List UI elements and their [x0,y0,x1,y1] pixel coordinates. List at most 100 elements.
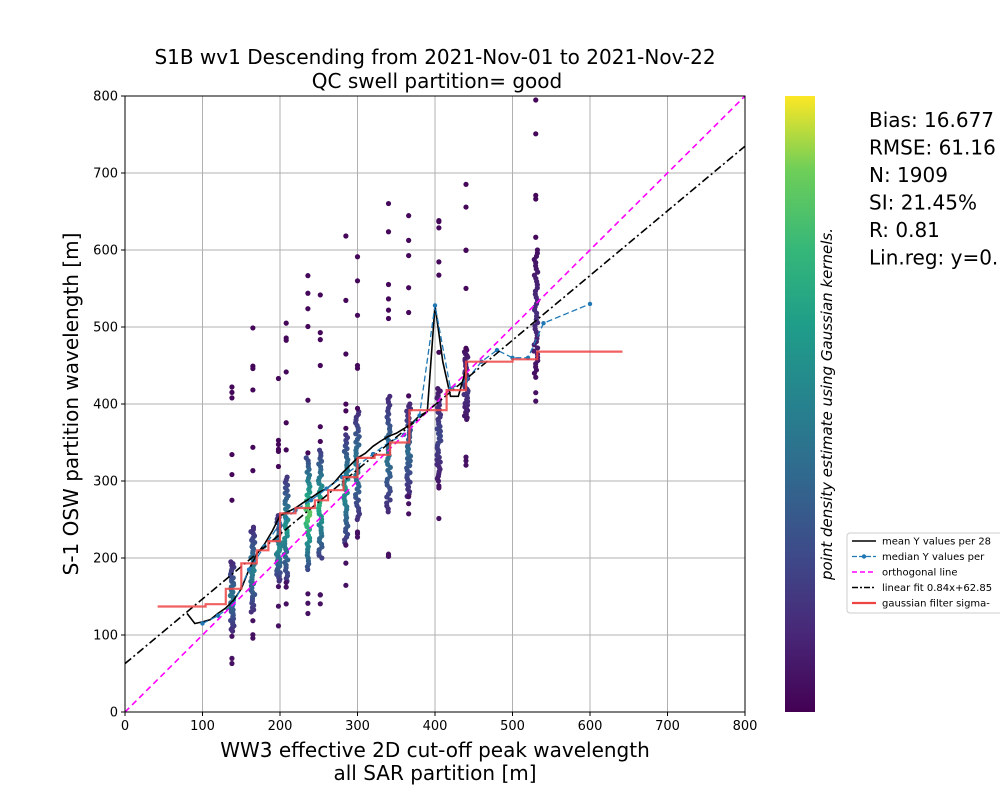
stats-block: Bias: 16.677 RMSE: 61.16 N: 1909 SI: 21.45%… [869,108,998,270]
scatter-point [436,483,442,489]
scatter-point [533,234,539,240]
scatter-point [406,309,412,316]
legend-marker [861,554,867,559]
scatter-point [406,494,412,500]
scatter-point [316,447,323,453]
scatter-point [305,323,311,330]
chart-subtitle: QC swell partition= good [312,69,562,93]
scatter-point [354,312,361,318]
scatter-point [463,181,469,187]
y-tick-label: 700 [93,167,118,182]
scatter-point [436,225,442,231]
scatter-point [406,213,412,219]
scatter-point [385,307,392,313]
x-tick-label: 100 [190,719,215,734]
y-tick-label: 600 [93,244,118,259]
scatter-point [305,591,311,597]
scatter-point [406,237,412,243]
scatter-point [343,582,349,588]
legend-label: gaussian filter sigma- [882,599,990,610]
x-axis-ticks: 0 100 200 300 400 500 600 700 800 [121,712,757,734]
stat-line: R: 0.81 [869,218,940,242]
scatter-point [275,446,282,452]
scatter-point [343,351,349,357]
scatter-point [343,432,349,438]
scatter-point [531,348,537,354]
scatter-point [354,405,361,411]
scatter-point [275,441,282,448]
scatter-point [283,584,289,590]
scatter-point [275,375,282,382]
scatter-point [317,438,323,445]
scatter-points [227,96,541,667]
scatter-point [343,401,349,407]
scatter-point [229,497,235,503]
scatter-point [436,515,442,522]
x-tick-label: 500 [500,719,525,734]
scatter-point [385,296,392,302]
series-lines [125,96,745,712]
scatter-point [283,601,289,607]
scatter-point [229,384,235,390]
scatter-point [305,290,311,296]
scatter-point [305,450,311,456]
series-marker-1 [308,498,314,503]
scatter-point [305,306,311,312]
y-tick-label: 0 [110,706,118,721]
scatter-point [356,433,362,440]
scatter-point [463,204,469,210]
scatter-point [531,272,538,278]
scatter-point [354,534,361,540]
scatter-point [387,393,393,399]
scatter-point [436,259,442,265]
series-marker-1 [246,567,252,572]
stat-line: Lin.reg: y=0. [869,246,998,270]
scatter-point [436,272,442,278]
scatter-point [354,278,361,284]
scatter-point [283,320,289,326]
legend-label: median Y values per [882,552,985,563]
scatter-point [284,474,290,480]
colorbar [785,96,815,712]
x-tick-label: 300 [345,719,370,734]
scatter-point [275,603,282,609]
scatter-point [406,501,412,507]
x-tick-label: 0 [121,719,129,734]
scatter-point [384,500,390,506]
x-tick-label: 200 [268,719,293,734]
scatter-point [317,292,323,298]
scatter-point [406,285,412,291]
scatter-point [305,600,311,606]
scatter-point [250,524,257,530]
scatter-point [533,192,539,199]
scatter-point [275,583,282,590]
stat-line: SI: 21.45% [869,191,977,215]
y-tick-label: 100 [93,629,118,644]
scatter-point [406,393,412,399]
x-tick-label: 700 [655,719,680,734]
scatter-point [435,386,441,392]
scatter-point [229,633,235,639]
scatter-point [317,424,323,430]
scatter-point [385,553,392,559]
scatter-point [317,362,323,369]
scatter-point [283,420,289,426]
legend: mean Y values per 28 median Y values per o… [846,532,1000,614]
scatter-point [463,458,469,464]
scatter-point [229,660,235,667]
scatter-point [534,247,541,253]
scatter-point [343,297,349,303]
scatter-point [250,325,256,331]
x-axis-label-line2: all SAR partition [m] [333,761,536,785]
scatter-point [463,462,469,468]
scatter-point [385,200,392,207]
scatter-point [406,252,412,259]
scatter-point [283,579,289,586]
scatter-point [305,273,311,279]
scatter-point [275,463,282,470]
scatter-point [463,345,469,351]
stat-line: RMSE: 61.16 [869,136,996,160]
scatter-point [463,247,469,254]
scatter-point [250,365,256,372]
legend-frame [846,532,1000,614]
